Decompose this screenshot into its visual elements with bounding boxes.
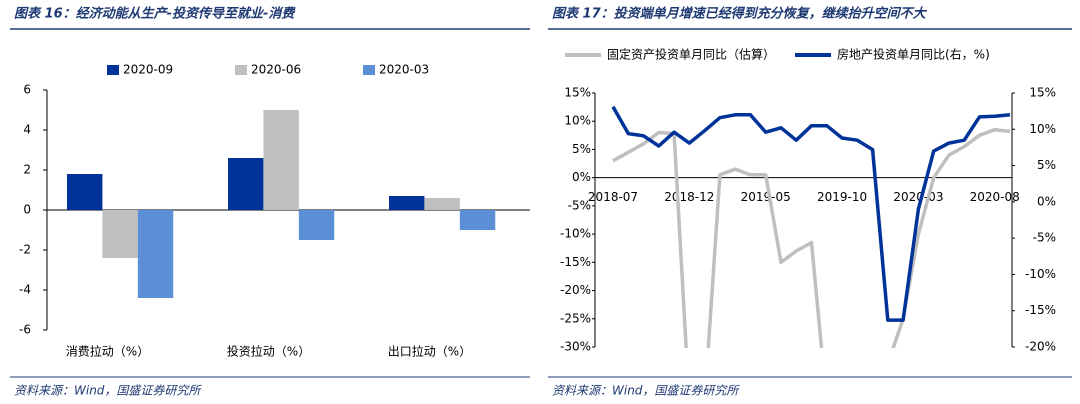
bar xyxy=(228,158,264,210)
x-tick-label: 2019-05 xyxy=(741,190,791,204)
bar xyxy=(102,210,138,258)
y2-tick-label: 10% xyxy=(1029,122,1056,136)
y2-tick-label: 15% xyxy=(1029,86,1056,100)
legend-swatch xyxy=(107,65,119,75)
y-tick-label: -30% xyxy=(560,340,591,354)
y-tick-label: -5% xyxy=(568,198,591,212)
bar xyxy=(459,210,496,230)
line-series xyxy=(612,127,1011,348)
line-series xyxy=(611,105,1011,322)
bar xyxy=(424,198,460,210)
y-tick-label: -6 xyxy=(19,323,31,337)
legend-swatch xyxy=(235,65,247,75)
x-tick-label: 2020-03 xyxy=(893,190,943,204)
bar xyxy=(137,210,174,298)
x-tick-label: 出口拉动（%） xyxy=(388,344,471,359)
y2-tick-label: -20% xyxy=(1025,340,1056,354)
y-tick-label: 4 xyxy=(23,123,31,137)
legend-label: 2020-03 xyxy=(379,63,429,77)
y2-tick-label: -10% xyxy=(1025,267,1056,281)
x-tick-label: 消费拉动（%） xyxy=(66,344,149,359)
y2-tick-label: -15% xyxy=(1025,303,1056,317)
y-tick-label: 15% xyxy=(564,86,591,100)
bar xyxy=(298,210,335,240)
y-tick-label: -4 xyxy=(19,283,31,297)
bar xyxy=(67,174,103,210)
y-tick-label: 6 xyxy=(23,83,31,97)
y-tick-label: -2 xyxy=(19,243,31,257)
source: 资料来源：Wind，国盛证券研究所 xyxy=(14,384,202,398)
y-tick-label: -15% xyxy=(560,255,591,269)
chart-title: 图表 16：经济动能从生产-投资传导至就业-消费 xyxy=(14,6,296,22)
y-tick-label: 0 xyxy=(23,203,31,217)
legend-label: 固定资产投资单月同比（估算） xyxy=(607,47,775,62)
x-tick-label: 2020-08 xyxy=(970,190,1020,204)
x-tick-label: 2018-12 xyxy=(664,190,714,204)
y2-tick-label: 0% xyxy=(1037,194,1056,208)
y-tick-label: -20% xyxy=(560,283,591,297)
y-tick-label: 2 xyxy=(23,163,31,177)
x-tick-label: 2019-10 xyxy=(817,190,867,204)
bar xyxy=(389,196,425,210)
legend-label: 2020-06 xyxy=(251,63,301,77)
legend-label: 房地产投资单月同比(右，%) xyxy=(837,47,990,62)
x-tick-label: 投资拉动（%） xyxy=(227,344,310,359)
x-tick-label: 2018-07 xyxy=(588,190,638,204)
source: 资料来源：Wind，国盛证券研究所 xyxy=(552,384,740,398)
y-tick-label: 10% xyxy=(564,114,591,128)
legend-label: 2020-09 xyxy=(123,63,173,77)
chart-title: 图表 17：投资端单月增速已经得到充分恢复，继续抬升空间不大 xyxy=(552,6,928,22)
bar xyxy=(263,110,299,210)
y2-tick-label: 5% xyxy=(1037,158,1056,172)
legend-swatch xyxy=(363,65,375,75)
y-tick-label: -25% xyxy=(560,311,591,325)
y-tick-label: 5% xyxy=(572,142,591,156)
y-tick-label: -10% xyxy=(560,227,591,241)
y-tick-label: 0% xyxy=(572,170,591,184)
y2-tick-label: -5% xyxy=(1033,231,1056,245)
